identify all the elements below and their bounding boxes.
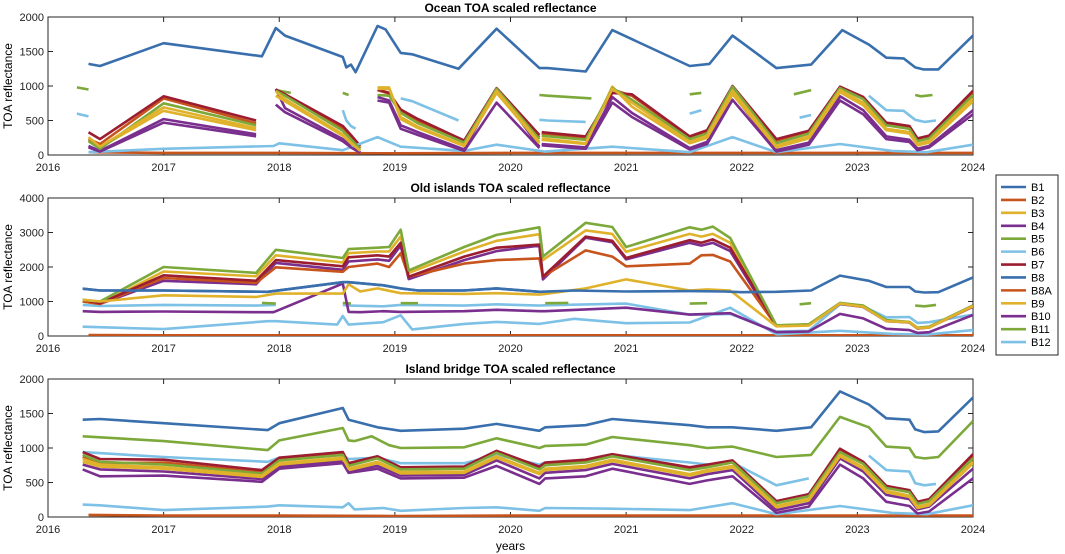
x-tick-label: 2024 — [961, 343, 985, 355]
legend-label-b4: B4 — [1031, 221, 1044, 233]
y-tick-label: 1000 — [20, 297, 44, 309]
series-line-b6 — [88, 135, 973, 154]
series-group — [82, 390, 973, 517]
chart-title: Old islands TOA scaled reflectance — [410, 181, 610, 195]
legend-label-b10: B10 — [1031, 311, 1051, 323]
x-tick-label: 2023 — [845, 343, 869, 355]
y-tick-label: 500 — [26, 116, 44, 128]
series-line-b3 — [87, 87, 973, 152]
legend-label-b6: B6 — [1031, 247, 1044, 259]
y-tick-label: 0 — [38, 150, 44, 162]
x-tick-label: 2022 — [730, 524, 754, 536]
x-tick-label: 2023 — [845, 524, 869, 536]
y-axis-label: TOA reflectance — [1, 224, 15, 310]
x-axis-label: years — [496, 539, 525, 553]
series-line-b12 — [76, 94, 937, 130]
series-line-b4 — [82, 461, 973, 515]
series-line-b8a — [87, 85, 973, 149]
x-tick-label: 2019 — [383, 162, 407, 174]
series-line-b3 — [82, 453, 973, 508]
x-tick-label: 2020 — [498, 343, 522, 355]
x-tick-label: 2021 — [614, 162, 638, 174]
x-tick-label: 2016 — [36, 162, 60, 174]
legend-label-b7: B7 — [1031, 260, 1044, 272]
series-line-b7 — [82, 447, 973, 504]
x-tick-label: 2017 — [151, 162, 175, 174]
x-tick-label: 2017 — [151, 524, 175, 536]
x-tick-label: 2018 — [267, 162, 291, 174]
series-line-b1 — [82, 390, 973, 434]
y-tick-label: 1000 — [20, 443, 44, 455]
series-line-b7 — [87, 84, 973, 147]
chart-title: Island bridge TOA scaled reflectance — [405, 362, 615, 376]
x-tick-label: 2018 — [267, 524, 291, 536]
series-line-b10 — [82, 457, 973, 512]
y-tick-label: 3000 — [20, 228, 44, 240]
series-line-b11 — [82, 415, 973, 460]
subplot-1: Ocean TOA scaled reflectance TOA reflecta… — [1, 1, 985, 174]
series-line-b4 — [82, 282, 973, 335]
y-tick-label: 2000 — [20, 374, 44, 386]
legend-label-b3: B3 — [1031, 208, 1044, 220]
legend-label-b8a: B8A — [1031, 285, 1052, 297]
x-tick-label: 2022 — [730, 162, 754, 174]
y-tick-label: 2000 — [20, 12, 44, 24]
x-tick-label: 2020 — [498, 524, 522, 536]
x-tick-label: 2023 — [845, 162, 869, 174]
legend-label-b8: B8 — [1031, 272, 1044, 284]
legend-label-b12: B12 — [1031, 337, 1051, 349]
series-line-b2 — [88, 513, 973, 517]
subplot-2: Old islands TOA scaled reflectance TOA re… — [1, 181, 985, 355]
series-line-b1 — [82, 274, 973, 294]
x-tick-label: 2024 — [961, 524, 985, 536]
plot-area — [47, 197, 974, 337]
legend-label-b1: B1 — [1031, 182, 1044, 194]
legend-label-b2: B2 — [1031, 195, 1044, 207]
y-axis-label: TOA reflectance — [1, 405, 15, 491]
chart-title: Ocean TOA scaled reflectance — [424, 1, 596, 15]
x-tick-label: 2020 — [498, 162, 522, 174]
subplot-3: Island bridge TOA scaled reflectance TOA … — [1, 362, 985, 553]
x-tick-label: 2021 — [614, 343, 638, 355]
x-tick-label: 2018 — [267, 343, 291, 355]
series-line-b11 — [76, 86, 933, 100]
legend-label-b11: B11 — [1031, 324, 1050, 336]
x-tick-label: 2016 — [36, 343, 60, 355]
y-tick-label: 1500 — [20, 47, 44, 59]
series-group — [82, 221, 973, 336]
y-tick-label: 500 — [26, 478, 44, 490]
y-tick-label: 4000 — [20, 193, 44, 205]
legend-label-b5: B5 — [1031, 234, 1044, 246]
x-tick-label: 2019 — [383, 343, 407, 355]
series-line-b4 — [88, 98, 973, 155]
y-tick-label: 0 — [38, 512, 44, 524]
series-group — [76, 24, 973, 155]
series-line-b6 — [82, 501, 973, 516]
y-tick-label: 1500 — [20, 409, 44, 421]
series-line-b2 — [88, 150, 973, 155]
y-tick-label: 1000 — [20, 81, 44, 93]
series-line-b1 — [88, 24, 973, 74]
x-tick-label: 2021 — [614, 524, 638, 536]
x-tick-label: 2022 — [730, 343, 754, 355]
series-line-b5 — [82, 450, 973, 506]
legend-label-b9: B9 — [1031, 298, 1044, 310]
x-tick-label: 2016 — [36, 524, 60, 536]
x-tick-label: 2024 — [961, 162, 985, 174]
x-tick-label: 2019 — [383, 524, 407, 536]
y-axis-label: TOA reflectance — [1, 43, 15, 129]
x-tick-label: 2017 — [151, 343, 175, 355]
series-line-b10 — [87, 87, 973, 154]
y-tick-label: 2000 — [20, 262, 44, 274]
y-tick-label: 0 — [38, 331, 44, 343]
